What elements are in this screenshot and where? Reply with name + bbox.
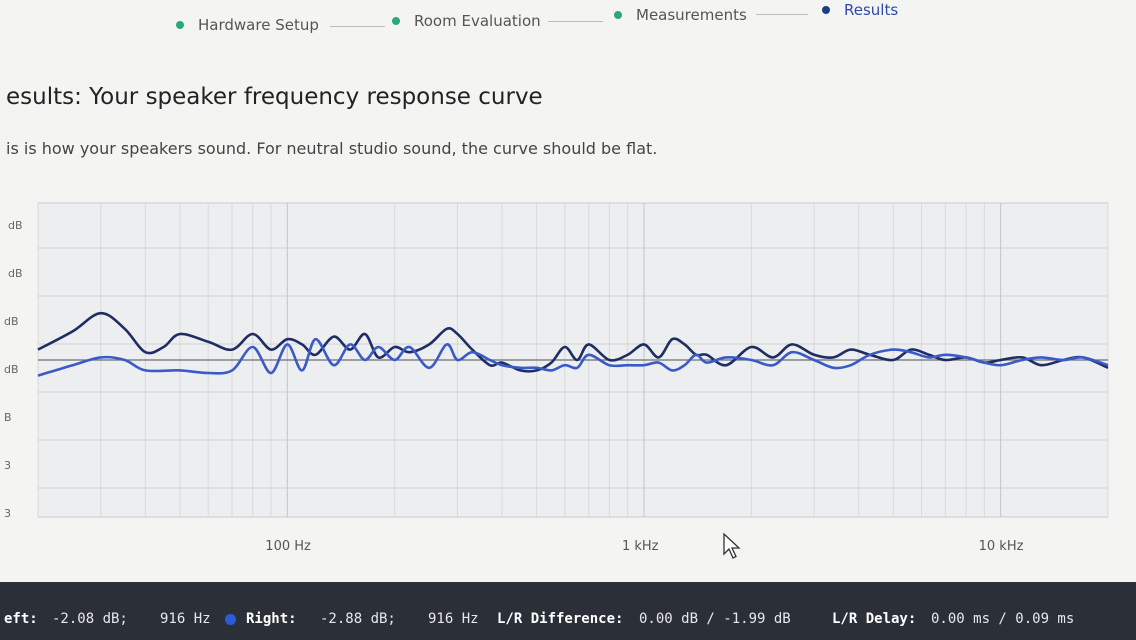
step-complete-dot-icon (392, 17, 400, 25)
y-tick-label: B (4, 411, 12, 424)
lr-delay-value: 0.00 ms / 0.09 ms (931, 611, 1075, 627)
response-curve-series-2 (37, 337, 1109, 377)
y-tick-label: 3 (4, 507, 11, 520)
frequency-response-chart: dB dB dB dB B 3 3 100 Hz 1 kHz 10 kHz (0, 195, 1136, 554)
y-tick-label: dB (4, 315, 19, 328)
lr-difference-key: L/R Difference: (497, 611, 624, 627)
step-active-dot-icon (822, 6, 830, 14)
page-title: esults: Your speaker frequency response … (6, 84, 543, 110)
left-channel-frequency: 916 Hz (160, 611, 211, 627)
step-label: Hardware Setup (198, 16, 319, 34)
mouse-pointer-icon (723, 532, 741, 559)
step-results[interactable]: Results (822, 1, 898, 19)
page-subtitle: is is how your speakers sound. For neutr… (6, 139, 658, 158)
step-measurements[interactable]: Measurements (614, 6, 747, 24)
step-complete-dot-icon (176, 21, 184, 29)
step-connector (330, 26, 385, 27)
left-channel-level: -2.08 dB; (52, 611, 128, 627)
measurement-status-bar: eft: -2.08 dB; 916 Hz Right: -2.88 dB; 9… (0, 582, 1136, 640)
y-tick-label: dB (8, 219, 23, 232)
right-channel-dot-icon (225, 614, 236, 625)
step-label: Measurements (636, 6, 747, 24)
step-connector (756, 14, 808, 15)
step-complete-dot-icon (614, 11, 622, 19)
x-tick-label: 100 Hz (265, 539, 311, 554)
right-channel-frequency: 916 Hz (428, 611, 479, 627)
step-label: Results (844, 1, 899, 19)
y-tick-label: dB (8, 267, 23, 280)
step-hardware-setup[interactable]: Hardware Setup (176, 16, 319, 34)
step-connector (548, 21, 603, 22)
lr-difference-value: 0.00 dB / -1.99 dB (639, 611, 791, 627)
lr-delay-key: L/R Delay: (832, 611, 917, 627)
right-channel-key: Right: (246, 611, 297, 627)
y-tick-label: 3 (4, 459, 11, 472)
x-tick-label: 10 kHz (978, 539, 1024, 554)
left-channel-key: eft: (4, 611, 38, 627)
step-label: Room Evaluation (414, 12, 541, 30)
progress-stepper: Hardware Setup Room Evaluation Measureme… (0, 0, 1136, 40)
step-room-evaluation[interactable]: Room Evaluation (392, 12, 541, 30)
y-tick-label: dB (4, 363, 19, 376)
frequency-response-plot (37, 202, 1109, 518)
response-curve-series-1 (37, 311, 1109, 373)
right-channel-level: -2.88 dB; (320, 611, 396, 627)
x-tick-label: 1 kHz (621, 539, 659, 554)
